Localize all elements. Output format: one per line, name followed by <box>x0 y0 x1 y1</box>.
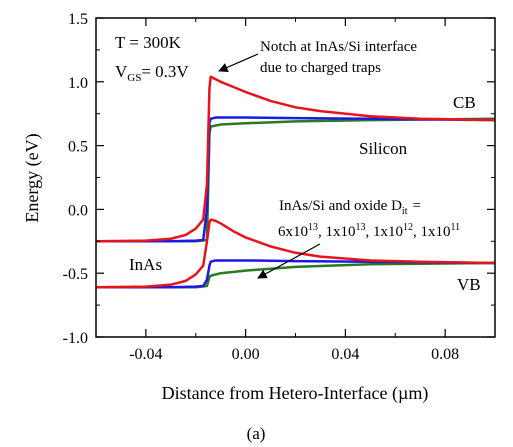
vb-series-line-red <box>96 218 495 289</box>
cb-label: CB <box>453 93 476 112</box>
cb-series-line-green <box>96 117 495 243</box>
temperature-annotation: T = 300K <box>115 33 182 52</box>
vgs-annotation: VGS= 0.3V <box>115 62 189 84</box>
x-tick-label: 0.04 <box>331 346 359 363</box>
notch-arrow <box>218 53 259 72</box>
silicon-label: Silicon <box>359 139 408 158</box>
vb-label: VB <box>457 275 481 294</box>
x-tick-label: 0.00 <box>232 346 260 363</box>
y-tick-label: 1.0 <box>68 75 88 92</box>
dit-value-separator: , <box>318 224 326 240</box>
dit-value-base: 1x10 <box>373 224 403 240</box>
y-tick-label: -1.0 <box>63 330 88 347</box>
y-axis-label: Energy (eV) <box>22 133 43 222</box>
x-tick-label: 0.08 <box>431 346 459 363</box>
notch-annotation-line2: due to charged traps <box>260 60 381 76</box>
vgs-main: V <box>115 62 128 81</box>
y-tick-label: 1.5 <box>68 11 88 28</box>
dit-values-line: 6x1013, 1x1013, 1x1012, 1x1011​ <box>278 222 460 240</box>
dit-value-exponent: 11 <box>451 222 461 233</box>
y-tick-label: 0.5 <box>68 139 88 156</box>
ticks-layer: -0.04 0.00 0.04 0.08 -1.0 -0.5 0.0 0.5 1.0 1.5 <box>63 11 495 363</box>
inas-label: InAs <box>129 255 162 274</box>
dit-line1-sub: it <box>402 206 408 217</box>
vgs-subscript: GS <box>127 72 141 84</box>
notch-annotation-line1: Notch at InAs/Si interface <box>260 39 417 55</box>
dit-line1-end: = <box>412 198 420 214</box>
figure-caption: (a) <box>247 424 266 443</box>
dit-value-base: 1x10 <box>421 224 451 240</box>
dit-value-exponent: 13 <box>308 222 318 233</box>
vb-series-line-blue <box>96 259 495 289</box>
dit-value-exponent: 12 <box>403 222 413 233</box>
cb-series-line-blue <box>96 116 495 243</box>
dit-value-base: 1x10 <box>326 224 356 240</box>
series-layer <box>96 75 495 289</box>
dit-arrow <box>257 243 321 279</box>
vgs-value: = 0.3V <box>141 62 189 81</box>
dit-value-exponent: 13 <box>356 222 366 233</box>
y-tick-label: 0.0 <box>68 202 88 219</box>
dit-value-separator: , <box>366 224 374 240</box>
cb-series-line-red <box>96 75 495 243</box>
x-tick-label: -0.04 <box>129 346 162 363</box>
dit-line1-main: InAs/Si and oxide D <box>279 198 402 214</box>
dit-value-base: 6x10 <box>278 224 308 240</box>
y-tick-label: -0.5 <box>63 266 88 283</box>
x-axis-label: Distance from Hetero-Interface (µm) <box>162 383 429 404</box>
dit-annotation-line1: InAs/Si and oxide Dit = <box>279 198 421 217</box>
dit-value-separator: , <box>413 224 421 240</box>
